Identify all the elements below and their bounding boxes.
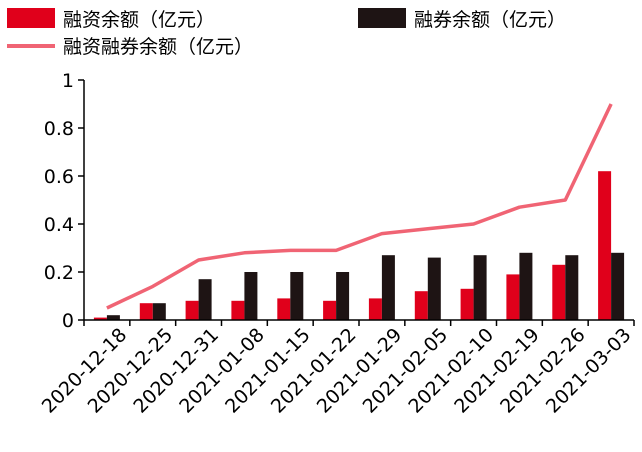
legend-label-total: 融资融券余额（亿元）	[63, 36, 253, 58]
bar-series-1-2021-02-26	[565, 255, 579, 320]
bar-series-0-2021-01-08	[231, 300, 245, 320]
bar-series-1-2021-01-22	[336, 272, 350, 320]
bar-series-1-2021-02-19	[519, 252, 533, 320]
y-tick-label: 0.6	[44, 166, 74, 188]
line-series-total	[106, 103, 613, 310]
bar-series-0-2021-02-19	[506, 274, 520, 320]
bar-series-0-2021-01-29	[368, 298, 382, 320]
y-tick-label: 0	[62, 310, 74, 332]
bar-series-1-2020-12-31	[198, 279, 212, 320]
bar-series-0-2021-01-15	[277, 298, 291, 320]
legend-label-securities-lending: 融券余额（亿元）	[414, 9, 566, 31]
legend-swatch-financing	[7, 8, 55, 28]
bar-series-0-2021-02-05	[414, 291, 428, 320]
bar-series-0-2020-12-25	[139, 303, 153, 320]
bar-series-1-2021-01-29	[381, 255, 395, 320]
y-ticks: 0 0.2 0.4 0.6 0.8 1	[44, 70, 84, 332]
legend-label-financing: 融资余额（亿元）	[63, 9, 215, 31]
bar-series-1-2021-01-15	[290, 272, 304, 320]
axes	[83, 80, 634, 321]
x-ticks: 2020-12-182020-12-252020-12-312021-01-08…	[38, 320, 636, 418]
y-tick-label: 0.8	[44, 118, 74, 140]
bar-series-0-2020-12-18	[93, 317, 107, 320]
bar-series-0-2020-12-31	[185, 300, 199, 320]
bar-series-1-2021-01-08	[244, 272, 258, 320]
y-tick-label: 1	[62, 70, 74, 92]
bar-series-0-2021-03-03	[598, 171, 612, 320]
bar-series-1-2020-12-18	[106, 315, 120, 320]
bar-series-0-2021-02-10	[460, 288, 474, 320]
bar-series-0-2021-01-22	[323, 300, 337, 320]
y-tick-label: 0.2	[44, 262, 74, 284]
bar-series-1-2020-12-25	[152, 303, 166, 320]
bar-series-1-2021-02-05	[427, 257, 441, 320]
bar-series-1-2021-03-03	[611, 252, 625, 320]
legend: 融资余额（亿元） 融券余额（亿元） 融资融券余额（亿元）	[7, 8, 566, 58]
plot-marks	[93, 103, 625, 320]
bar-series-1-2021-02-10	[473, 255, 487, 320]
legend-swatch-securities-lending	[358, 8, 406, 28]
y-tick-label: 0.4	[44, 214, 74, 236]
bar-series-0-2021-02-26	[552, 264, 566, 320]
